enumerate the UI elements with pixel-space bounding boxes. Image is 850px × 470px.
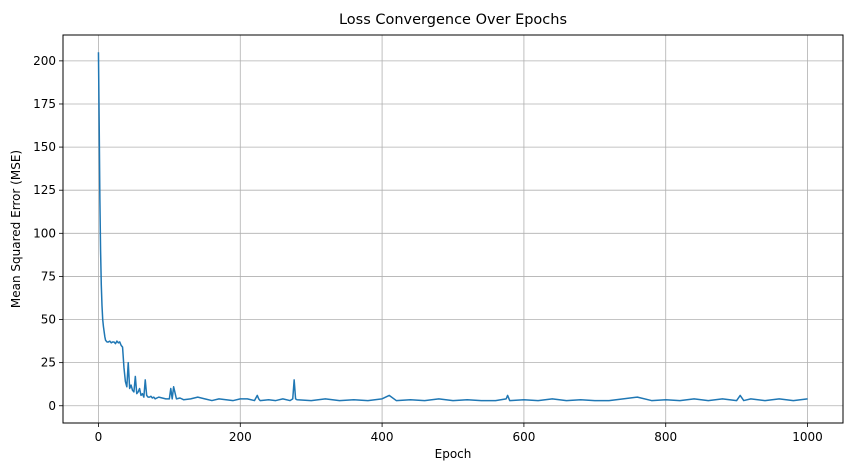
x-tick-label: 400	[371, 430, 394, 444]
y-tick-label: 25	[41, 356, 56, 370]
x-tick-label: 600	[512, 430, 535, 444]
y-axis-ticks: 0 25 50 75 100 125 150 175 200	[33, 54, 63, 413]
y-tick-label: 0	[48, 399, 56, 413]
y-tick-label: 150	[33, 140, 56, 154]
grid	[63, 35, 843, 423]
chart-title: Loss Convergence Over Epochs	[339, 12, 567, 28]
series-layer	[97, 52, 808, 402]
y-tick-label: 200	[33, 54, 56, 68]
x-tick-label: 1000	[792, 430, 823, 444]
y-tick-label: 125	[33, 183, 56, 197]
x-tick-label: 0	[95, 430, 103, 444]
x-axis-label: Epoch	[435, 447, 472, 461]
mse-loss-line	[97, 52, 808, 402]
y-tick-label: 100	[33, 226, 56, 240]
y-tick-label: 75	[41, 269, 56, 283]
plot-frame	[62, 34, 844, 424]
x-tick-label: 200	[229, 430, 252, 444]
y-axis-label: Mean Squared Error (MSE)	[9, 150, 23, 308]
x-tick-label: 800	[654, 430, 677, 444]
y-tick-label: 50	[41, 313, 56, 327]
x-axis-ticks: 0 200 400 600 800 1000	[95, 423, 823, 444]
y-tick-label: 175	[33, 97, 56, 111]
